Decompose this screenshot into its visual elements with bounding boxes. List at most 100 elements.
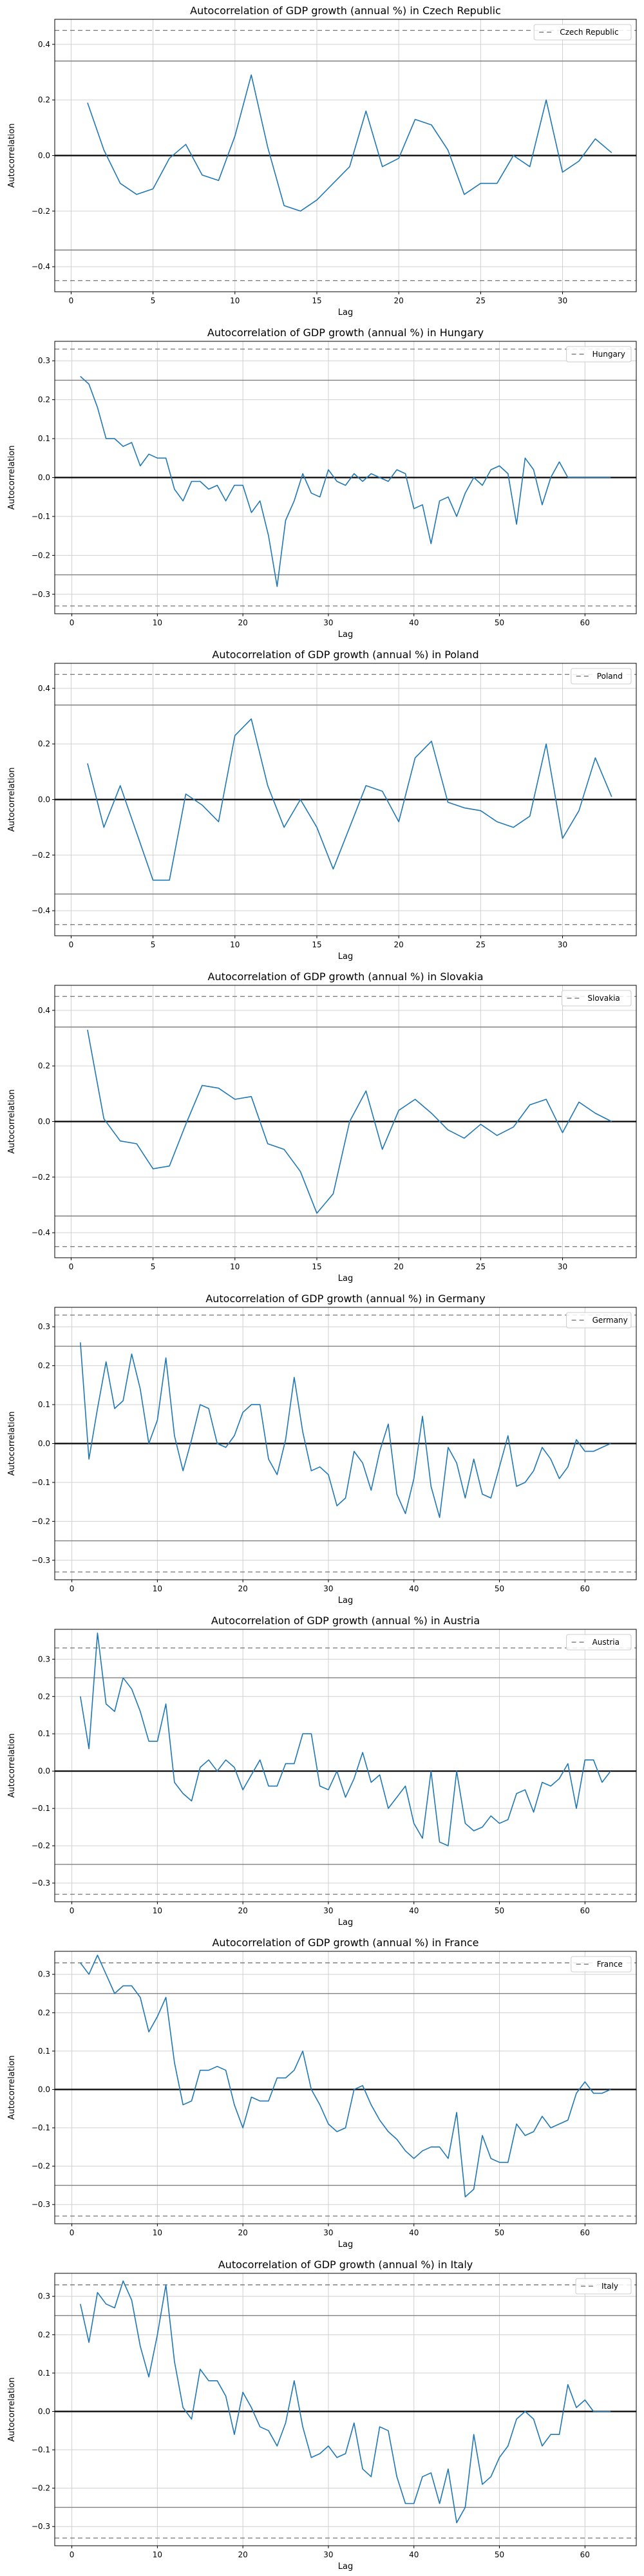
- chart8-legend: [575, 2278, 632, 2295]
- chart2-ytick-label: −0.1: [32, 512, 50, 521]
- chart8-xtick-label: 10: [153, 2550, 162, 2559]
- chart1-legend: [533, 24, 632, 41]
- chart6-legend-label: Austria: [592, 1638, 620, 1647]
- chart7-ytick-label: −0.3: [32, 2200, 50, 2209]
- chart7-xtick-label: 20: [238, 2228, 248, 2237]
- chart2-xlabel: Lag: [338, 630, 353, 639]
- chart6-xtick-label: 0: [70, 1906, 75, 1915]
- chart1-xtick-label: 20: [394, 296, 404, 305]
- chart2-series-line: [80, 375, 611, 587]
- chart3-ytick-label: 0.4: [38, 684, 50, 693]
- chart6-ytick-label: 0.3: [38, 1654, 50, 1663]
- chart2-title: Autocorrelation of GDP growth (annual %)…: [207, 327, 484, 339]
- chart5-legend-label: Germany: [592, 1316, 628, 1325]
- chart2-ytick-label: 0.2: [38, 395, 50, 404]
- chart5-legend: [566, 1312, 632, 1329]
- chart4-ytick-label: −0.4: [32, 1228, 50, 1237]
- chart1-ytick-label: −0.4: [32, 262, 50, 271]
- chart3-xtick-label: 20: [394, 940, 404, 949]
- chart4-series-line: [87, 1029, 612, 1214]
- chart7: Autocorrelation of GDP growth (annual %)…: [7, 1937, 637, 2249]
- chart2-xtick-label: 20: [238, 618, 248, 627]
- chart5-ytick-label: 0.3: [38, 1322, 50, 1331]
- chart5-ylabel: Autocorrelation: [7, 1412, 17, 1476]
- chart7-ylabel: Autocorrelation: [7, 2056, 17, 2120]
- chart7-legend: [571, 1956, 632, 1973]
- chart4-xtick-label: 15: [312, 1262, 321, 1271]
- chart6: Autocorrelation of GDP growth (annual %)…: [7, 1615, 637, 1927]
- chart3-ytick-label: 0.2: [38, 739, 50, 748]
- chart4-xtick-label: 5: [151, 1262, 156, 1271]
- chart7-xtick-label: 0: [70, 2228, 75, 2237]
- chart8-xtick-label: 50: [495, 2550, 504, 2559]
- chart1: Autocorrelation of GDP growth (annual %)…: [7, 5, 637, 317]
- chart6-xtick-label: 20: [238, 1906, 248, 1915]
- chart6-ytick-label: −0.3: [32, 1879, 50, 1888]
- chart4-xtick-label: 30: [558, 1262, 567, 1271]
- chart1-ytick-label: −0.2: [32, 207, 50, 216]
- chart4-xtick-label: 0: [69, 1262, 74, 1271]
- chart6-series-line: [80, 1633, 611, 1846]
- chart2-ytick-label: 0.3: [38, 356, 50, 365]
- chart8-series-line: [80, 2280, 611, 2524]
- chart1-xtick-label: 25: [476, 296, 486, 305]
- chart1-ylabel: Autocorrelation: [7, 124, 17, 188]
- chart2-xtick-label: 40: [409, 618, 419, 627]
- chart7-ytick-label: 0.1: [38, 2047, 50, 2056]
- chart2-xtick-label: 30: [323, 618, 333, 627]
- chart6-frame: [54, 1629, 637, 1902]
- chart2-xtick-label: 60: [580, 618, 590, 627]
- chart3-ytick-label: −0.4: [32, 906, 50, 915]
- chart8-ytick-label: 0.2: [38, 2330, 50, 2339]
- chart7-xtick-label: 50: [495, 2228, 504, 2237]
- chart5-ytick-label: −0.3: [32, 1556, 50, 1565]
- chart6-xtick-label: 10: [153, 1906, 162, 1915]
- chart7-ytick-label: 0.0: [38, 2085, 50, 2094]
- chart2-legend-label: Hungary: [592, 350, 625, 359]
- chart6-ytick-label: −0.2: [32, 1841, 50, 1850]
- chart8-xtick-label: 60: [580, 2550, 590, 2559]
- chart8-ylabel: Autocorrelation: [7, 2378, 17, 2442]
- chart2-xtick-label: 10: [153, 618, 162, 627]
- chart4-xtick-label: 10: [230, 1262, 240, 1271]
- chart3-xlabel: Lag: [338, 952, 353, 961]
- chart3-ylabel: Autocorrelation: [7, 768, 17, 832]
- chart6-ylabel: Autocorrelation: [7, 1734, 17, 1798]
- chart4-ytick-label: 0.0: [38, 1117, 50, 1126]
- chart5-xtick-label: 0: [70, 1584, 75, 1593]
- chart7-ytick-label: −0.2: [32, 2162, 50, 2171]
- chart3-xtick-label: 5: [151, 940, 156, 949]
- chart5-ytick-label: −0.1: [32, 1478, 50, 1487]
- chart6-title: Autocorrelation of GDP growth (annual %)…: [211, 1615, 480, 1627]
- chart8-ytick-label: −0.1: [32, 2445, 50, 2454]
- chart5-series-line: [80, 1342, 611, 1519]
- chart5-title: Autocorrelation of GDP growth (annual %)…: [205, 1293, 485, 1305]
- chart6-ytick-label: 0.2: [38, 1692, 50, 1701]
- chart4: Autocorrelation of GDP growth (annual %)…: [7, 971, 637, 1283]
- chart3-ytick-label: −0.2: [32, 851, 50, 860]
- chart3-title: Autocorrelation of GDP growth (annual %)…: [212, 649, 478, 661]
- chart5-ytick-label: 0.1: [38, 1400, 50, 1409]
- chart6-ytick-label: 0.1: [38, 1729, 50, 1738]
- chart7-xtick-label: 60: [580, 2228, 590, 2237]
- chart3-series-line: [87, 718, 612, 881]
- chart8-xtick-label: 30: [323, 2550, 333, 2559]
- chart6-legend: [566, 1634, 632, 1651]
- chart5-ytick-label: −0.2: [32, 1517, 50, 1526]
- chart7-xlabel: Lag: [338, 2240, 353, 2249]
- chart4-title: Autocorrelation of GDP growth (annual %)…: [208, 971, 484, 983]
- chart7-ytick-label: −0.1: [32, 2123, 50, 2132]
- chart1-legend-label: Czech Republic: [560, 28, 618, 37]
- chart8-ytick-label: 0.0: [38, 2407, 50, 2416]
- chart2-xtick-label: 50: [495, 618, 504, 627]
- chart6-xtick-label: 50: [495, 1906, 504, 1915]
- chart5-xtick-label: 40: [409, 1584, 419, 1593]
- chart6-xtick-label: 60: [580, 1906, 590, 1915]
- chart2-xtick-label: 0: [70, 618, 75, 627]
- chart3-xtick-label: 0: [69, 940, 74, 949]
- chart1-title: Autocorrelation of GDP growth (annual %)…: [190, 5, 501, 17]
- chart8-xtick-label: 20: [238, 2550, 248, 2559]
- chart6-ytick-label: 0.0: [38, 1766, 50, 1776]
- chart3-xtick-label: 30: [558, 940, 567, 949]
- chart7-title: Autocorrelation of GDP growth (annual %)…: [212, 1937, 478, 1949]
